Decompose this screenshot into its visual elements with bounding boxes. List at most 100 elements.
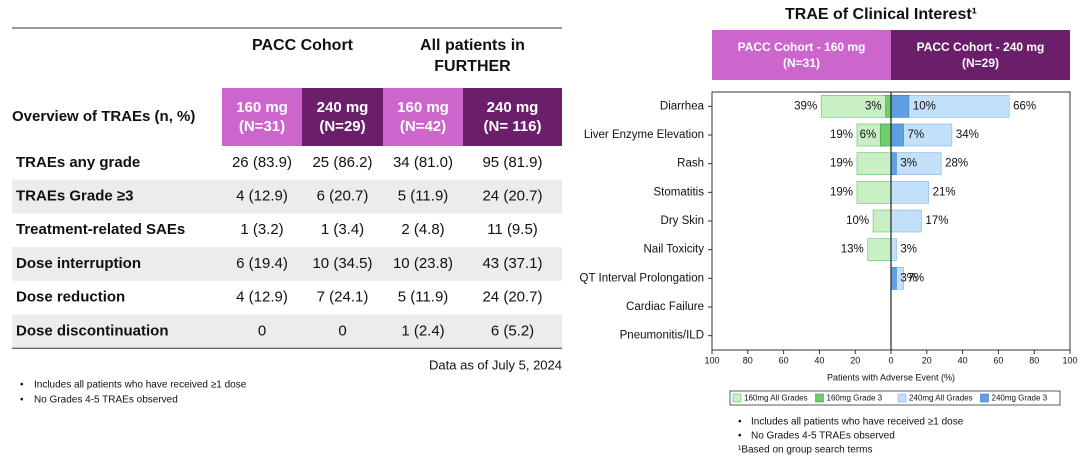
cell: 6 (20.7): [317, 188, 369, 205]
data-label: 39%: [794, 100, 817, 112]
y-tick-label: Dry Skin: [661, 215, 704, 227]
cell: 1 (3.4): [321, 221, 364, 238]
header-label: Overview of TRAEs (n, %): [12, 108, 195, 125]
footnote: Includes all patients who have received …: [34, 380, 247, 391]
legend-frame: [729, 390, 1061, 406]
x-tick-label: 60: [779, 355, 789, 365]
data-label: 66%: [1013, 100, 1036, 112]
cell: 34 (81.0): [393, 154, 453, 171]
column-header-bg: [463, 88, 562, 146]
x-tick-label: 40: [814, 355, 824, 365]
data-label: 3%: [900, 272, 917, 284]
bar: [856, 181, 892, 204]
row-band: [12, 314, 562, 349]
column-header-bg: [302, 88, 383, 146]
data-label: 19%: [830, 129, 853, 141]
bar: [890, 209, 922, 233]
bullet: •: [738, 417, 742, 428]
cell: 24 (20.7): [482, 188, 542, 205]
y-tick-label: Diarrhea: [660, 100, 705, 112]
data-label: 17%: [925, 215, 948, 227]
x-tick-label: 80: [743, 355, 753, 365]
column-header: 160 mg: [397, 99, 449, 116]
bar: [890, 95, 910, 118]
column-header: 240 mg: [317, 99, 369, 116]
cell: 95 (81.9): [482, 154, 542, 171]
data-label: 21%: [933, 186, 956, 198]
group-header: All patients in: [420, 37, 525, 54]
column-header: (N= 116): [484, 118, 542, 135]
cell: 10 (23.8): [393, 255, 453, 272]
bar: [890, 123, 904, 147]
bar: [867, 238, 892, 261]
legend-label: 240mg All Grades: [909, 394, 973, 403]
chart-title: TRAE of Clinical Interest¹: [785, 6, 977, 23]
cell: 2 (4.8): [401, 221, 444, 238]
footnote: Includes all patients who have received …: [751, 417, 964, 428]
cell: 6 (5.2): [491, 322, 534, 339]
bar: [890, 152, 897, 175]
cell: 1 (2.4): [401, 322, 444, 339]
data-label: 3%: [865, 100, 882, 112]
legend-swatch: [897, 393, 907, 403]
footnote: No Grades 4-5 TRAEs observed: [751, 431, 895, 442]
data-label: 7%: [908, 272, 925, 284]
x-tick-label: 20: [922, 355, 932, 365]
cell: 6 (19.4): [236, 255, 288, 272]
bar: [890, 181, 929, 204]
row-label: Dose discontinuation: [16, 322, 169, 339]
data-label: 10%: [846, 215, 869, 227]
x-tick-label: 60: [993, 355, 1003, 365]
panel-header-bg: [891, 30, 1070, 80]
cell: 4 (12.9): [236, 188, 288, 205]
bar: [890, 267, 897, 290]
cell: 25 (86.2): [312, 154, 372, 171]
bar: [890, 238, 897, 261]
cell: 11 (9.5): [487, 221, 538, 238]
legend-label: 240mg Grade 3: [992, 394, 1048, 403]
cell: 4 (12.9): [236, 289, 288, 306]
group-header: FURTHER: [434, 58, 511, 75]
cell: 1 (3.2): [240, 221, 283, 238]
bar: [856, 152, 892, 175]
row-label: TRAEs any grade: [16, 154, 140, 171]
cell: 5 (11.9): [398, 289, 449, 306]
data-label: 7%: [908, 129, 925, 141]
footnote: ¹Based on group search terms: [738, 445, 873, 456]
row-label: Treatment-related SAEs: [16, 221, 185, 238]
panel-header: PACC Cohort - 160 mg: [738, 40, 866, 54]
table-note: Data as of July 5, 2024: [429, 357, 562, 372]
cell: 7 (24.1): [317, 289, 369, 306]
y-tick-label: Stomatitis: [654, 186, 705, 198]
legend-swatch: [815, 393, 824, 403]
row-band: [12, 179, 562, 214]
bar: [872, 209, 892, 233]
panel-header: (N=31): [783, 56, 820, 70]
data-label: 13%: [841, 244, 864, 256]
panel-header: PACC Cohort - 240 mg: [917, 40, 1045, 54]
x-tick-label: 100: [704, 355, 719, 365]
row-label: Dose interruption: [16, 255, 141, 272]
y-tick-label: Pneumonitis/ILD: [620, 330, 704, 342]
data-label: 10%: [913, 100, 936, 112]
y-tick-label: Cardiac Failure: [626, 301, 704, 313]
panel-header: (N=29): [962, 56, 999, 70]
y-tick-label: Nail Toxicity: [644, 244, 705, 256]
data-label: 34%: [956, 129, 979, 141]
x-tick-label: 80: [1029, 355, 1039, 365]
legend-label: 160mg All Grades: [744, 394, 808, 403]
cell: 24 (20.7): [482, 289, 542, 306]
bullet: •: [738, 431, 742, 442]
data-label: 28%: [945, 158, 968, 170]
x-tick-label: 20: [850, 355, 860, 365]
column-header: (N=31): [239, 118, 285, 135]
column-header: 160 mg: [236, 99, 288, 116]
bullet: •: [20, 395, 24, 406]
bar: [879, 123, 892, 147]
bullet: •: [20, 380, 24, 391]
cell: 10 (34.5): [312, 255, 372, 272]
data-label: 3%: [900, 158, 917, 170]
row-band: [12, 247, 562, 281]
cell: 43 (37.1): [482, 255, 542, 272]
